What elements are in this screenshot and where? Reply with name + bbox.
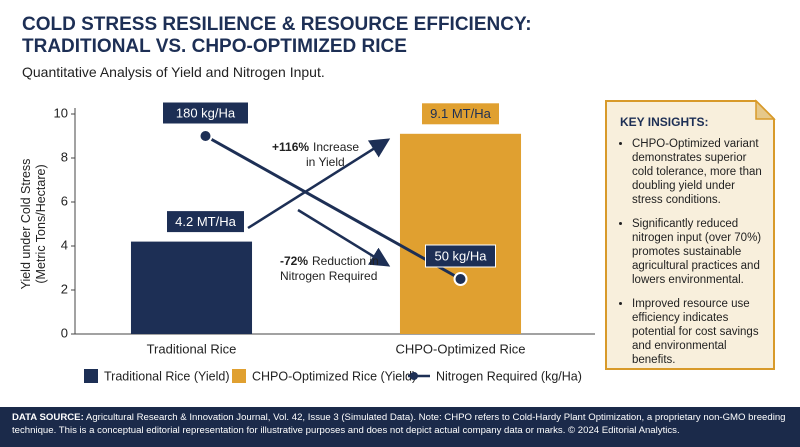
legend-swatch	[232, 369, 246, 383]
footer: DATA SOURCE: Agricultural Research & Inn…	[0, 407, 800, 447]
insights-box	[605, 100, 775, 370]
value-label-box	[421, 102, 500, 126]
annotation-bold: +116%	[272, 140, 309, 154]
point	[453, 272, 468, 286]
y-tick-label: 10	[54, 105, 68, 120]
insight-item: Significantly reduced nitrogen input (ov…	[632, 217, 762, 287]
y-tick-label: 4	[61, 237, 68, 252]
y-axis-label: Yield under Cold Stress(Metric Tons/Hect…	[19, 159, 48, 290]
value-label: 50 kg/Ha	[434, 248, 487, 263]
value-label: 180 kg/Ha	[176, 105, 236, 120]
value-label: 4.2 MT/Ha	[175, 214, 236, 229]
arrow	[297, 208, 391, 267]
fold	[755, 99, 776, 120]
annotation: -72% Reduction in	[280, 254, 379, 268]
annotation-text: Increase	[313, 140, 359, 154]
legend-label: CHPO-Optimized Rice (Yield)	[252, 369, 416, 383]
y-tick-label: 6	[61, 193, 68, 208]
y-axis-label-line: (Metric Tons/Hectare)	[34, 164, 48, 283]
annotation-bold: -72%	[280, 254, 308, 268]
title-line: COLD STRESS RESILIENCE & RESOURCE EFFICI…	[22, 14, 532, 35]
annotation-line2: in Yield	[306, 155, 345, 169]
point	[198, 129, 213, 143]
chart: 0 2 4 6 8 10 Yield under Cold Stress(Metric To…	[19, 99, 776, 383]
subtitle: Quantitative Analysis of Yield and Nitro…	[22, 64, 325, 80]
insight-item: CHPO-Optimized variant demonstrates supe…	[632, 137, 762, 207]
annotation-line2: Nitrogen Required	[280, 269, 377, 283]
legend-label: Nitrogen Required (kg/Ha)	[436, 369, 582, 383]
bar	[130, 241, 253, 334]
x-tick-label: Traditional Rice	[147, 341, 237, 356]
legend-marker	[410, 372, 418, 380]
value-label: 9.1 MT/Ha	[430, 106, 491, 121]
value-label-box	[162, 101, 249, 125]
annotation: +116% Increase	[272, 140, 359, 154]
insights-list: CHPO-Optimized variant demonstrates supe…	[620, 137, 762, 367]
annotation-text: Reduction in	[312, 254, 379, 268]
y-tick-label: 0	[61, 325, 68, 340]
arrow	[247, 138, 391, 230]
insight-item: Improved resource use efficiency indicat…	[632, 297, 762, 367]
line	[204, 134, 462, 281]
legend-swatch	[84, 369, 98, 383]
title-line: TRADITIONAL VS. CHPO-OPTIMIZED RICE	[22, 36, 407, 57]
title: COLD STRESS RESILIENCE & RESOURCE EFFICI…	[22, 14, 532, 58]
source-text: Agricultural Research & Innovation Journ…	[12, 412, 786, 436]
legend-label: Traditional Rice (Yield)	[104, 369, 230, 383]
x-tick-label: CHPO-Optimized Rice	[395, 341, 525, 356]
insights-title: KEY INSIGHTS:	[620, 115, 709, 129]
y-tick-label: 2	[61, 281, 68, 296]
value-label-box	[425, 244, 496, 268]
value-label-box	[166, 210, 245, 234]
source-label: DATA SOURCE:	[12, 412, 84, 423]
y-tick-label: 8	[61, 149, 68, 164]
bar	[399, 133, 522, 334]
y-axis-label-line: Yield under Cold Stress	[19, 159, 33, 290]
insights: KEY INSIGHTS: CHPO-Optimized variant dem…	[606, 101, 774, 369]
